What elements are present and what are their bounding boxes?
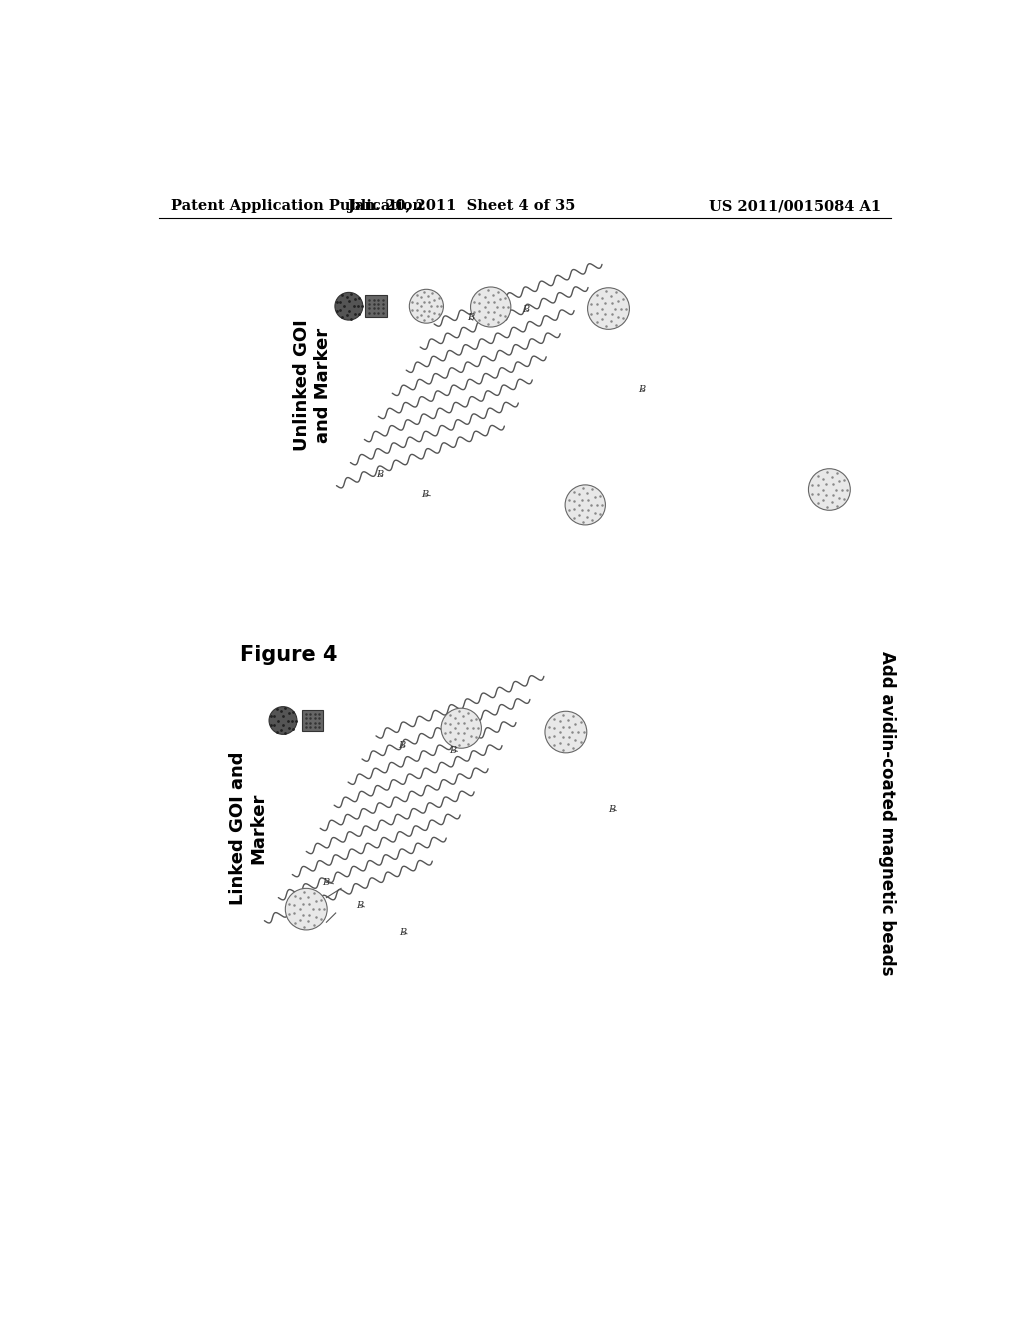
- Circle shape: [809, 469, 850, 511]
- Text: B: B: [399, 928, 407, 937]
- Text: B: B: [638, 385, 645, 393]
- Circle shape: [545, 711, 587, 752]
- Text: Linked GOI and
Marker: Linked GOI and Marker: [228, 751, 267, 906]
- Text: Patent Application Publication: Patent Application Publication: [171, 199, 423, 213]
- Circle shape: [588, 288, 630, 330]
- Text: B: B: [450, 746, 457, 755]
- Text: B: B: [323, 878, 330, 887]
- Bar: [302, 710, 324, 731]
- Circle shape: [269, 706, 297, 734]
- Text: US 2011/0015084 A1: US 2011/0015084 A1: [710, 199, 882, 213]
- Text: Figure 4: Figure 4: [241, 645, 338, 665]
- Text: Add avidin-coated magnetic beads: Add avidin-coated magnetic beads: [879, 651, 896, 975]
- Circle shape: [410, 289, 443, 323]
- Circle shape: [565, 484, 605, 525]
- Circle shape: [441, 708, 481, 748]
- Text: B: B: [608, 805, 615, 813]
- Text: Unlinked GOI
and Marker: Unlinked GOI and Marker: [293, 319, 332, 451]
- Circle shape: [286, 888, 328, 929]
- Bar: [366, 296, 387, 317]
- Text: B: B: [376, 470, 383, 479]
- Text: B: B: [398, 741, 406, 750]
- Text: B: B: [467, 313, 474, 322]
- Text: Jan. 20, 2011  Sheet 4 of 35: Jan. 20, 2011 Sheet 4 of 35: [347, 199, 574, 213]
- Circle shape: [471, 286, 511, 327]
- Circle shape: [335, 293, 362, 321]
- Text: B: B: [521, 305, 528, 314]
- Text: B: B: [356, 900, 364, 909]
- Text: B: B: [421, 491, 428, 499]
